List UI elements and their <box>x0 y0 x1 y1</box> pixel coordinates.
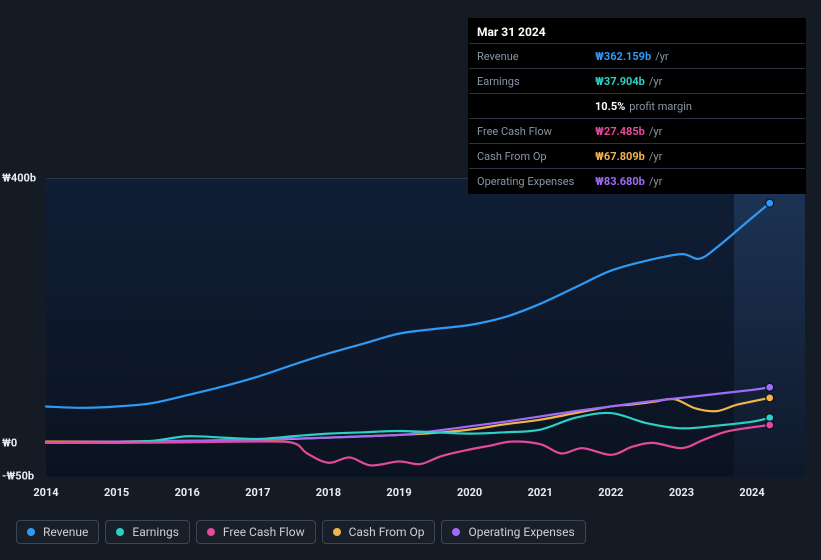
legend-dot-icon <box>452 528 460 536</box>
financials-chart: ₩400b₩0-₩50b 201420152016201720182019202… <box>16 160 805 500</box>
tooltip-row-value: ₩67.809b <box>595 150 645 163</box>
legend-label: Revenue <box>43 525 88 539</box>
tooltip-row-unit: profit margin <box>629 100 692 113</box>
series-line <box>46 413 770 443</box>
legend-item[interactable]: Operating Expenses <box>441 520 585 544</box>
tooltip-row-unit: /yr <box>655 50 668 63</box>
y-axis-tick: ₩0 <box>2 436 17 449</box>
series-endpoint <box>766 421 774 429</box>
legend-item[interactable]: Cash From Op <box>322 520 436 544</box>
legend-dot-icon <box>207 528 215 536</box>
series-line <box>46 203 770 408</box>
tooltip-row-value: ₩362.159b <box>595 50 651 63</box>
series-endpoint <box>766 199 774 207</box>
x-axis-tick: 2021 <box>528 486 553 499</box>
tooltip-row: 10.5% profit margin <box>469 94 805 119</box>
tooltip-row-value: ₩37.904b <box>595 75 645 88</box>
x-axis-tick: 2015 <box>104 486 129 499</box>
x-axis-tick: 2022 <box>598 486 623 499</box>
tooltip-row: Free Cash Flow₩27.485b/yr <box>469 119 805 144</box>
chart-tooltip: Mar 31 2024 Revenue₩362.159b/yrEarnings₩… <box>468 18 806 194</box>
tooltip-row-value: 10.5% <box>595 100 625 113</box>
series-endpoint <box>766 394 774 402</box>
x-axis-tick: 2020 <box>457 486 482 499</box>
tooltip-row: Operating Expenses₩83.680b/yr <box>469 169 805 193</box>
x-axis-tick: 2016 <box>175 486 200 499</box>
legend-label: Free Cash Flow <box>223 525 305 539</box>
tooltip-row-label: Earnings <box>477 75 595 88</box>
legend-label: Cash From Op <box>349 525 425 539</box>
legend-item[interactable]: Free Cash Flow <box>196 520 316 544</box>
y-axis-tick: ₩400b <box>2 172 36 185</box>
tooltip-row-label: Cash From Op <box>477 150 595 163</box>
tooltip-row-label: Operating Expenses <box>477 175 595 188</box>
x-axis-tick: 2023 <box>669 486 694 499</box>
tooltip-row-value: ₩27.485b <box>595 125 645 138</box>
legend-item[interactable]: Earnings <box>105 520 190 544</box>
tooltip-row-unit: /yr <box>649 175 662 188</box>
x-axis-tick: 2024 <box>739 486 764 499</box>
legend-item[interactable]: Revenue <box>16 520 99 544</box>
tooltip-row-value: ₩83.680b <box>595 175 645 188</box>
tooltip-row-unit: /yr <box>649 75 662 88</box>
x-axis-tick: 2014 <box>33 486 58 499</box>
tooltip-row: Cash From Op₩67.809b/yr <box>469 144 805 169</box>
tooltip-row: Revenue₩362.159b/yr <box>469 44 805 69</box>
tooltip-row-label: Revenue <box>477 50 595 63</box>
legend-dot-icon <box>27 528 35 536</box>
tooltip-row-label: Free Cash Flow <box>477 125 595 138</box>
chart-legend: Revenue Earnings Free Cash Flow Cash From O… <box>16 520 586 544</box>
tooltip-row-unit: /yr <box>649 125 662 138</box>
tooltip-date: Mar 31 2024 <box>469 19 805 44</box>
legend-label: Earnings <box>132 525 179 539</box>
x-axis-tick: 2018 <box>316 486 341 499</box>
legend-dot-icon <box>116 528 124 536</box>
legend-dot-icon <box>333 528 341 536</box>
y-axis-tick: -₩50b <box>2 470 34 483</box>
plot-svg <box>46 178 805 476</box>
legend-label: Operating Expenses <box>468 525 574 539</box>
x-axis: 2014201520162017201820192020202120222023… <box>46 486 805 500</box>
tooltip-row-unit: /yr <box>649 150 662 163</box>
tooltip-row: Earnings₩37.904b/yr <box>469 69 805 94</box>
x-axis-tick: 2017 <box>245 486 270 499</box>
x-axis-tick: 2019 <box>386 486 411 499</box>
series-endpoint <box>766 383 774 391</box>
series-line <box>46 387 770 442</box>
